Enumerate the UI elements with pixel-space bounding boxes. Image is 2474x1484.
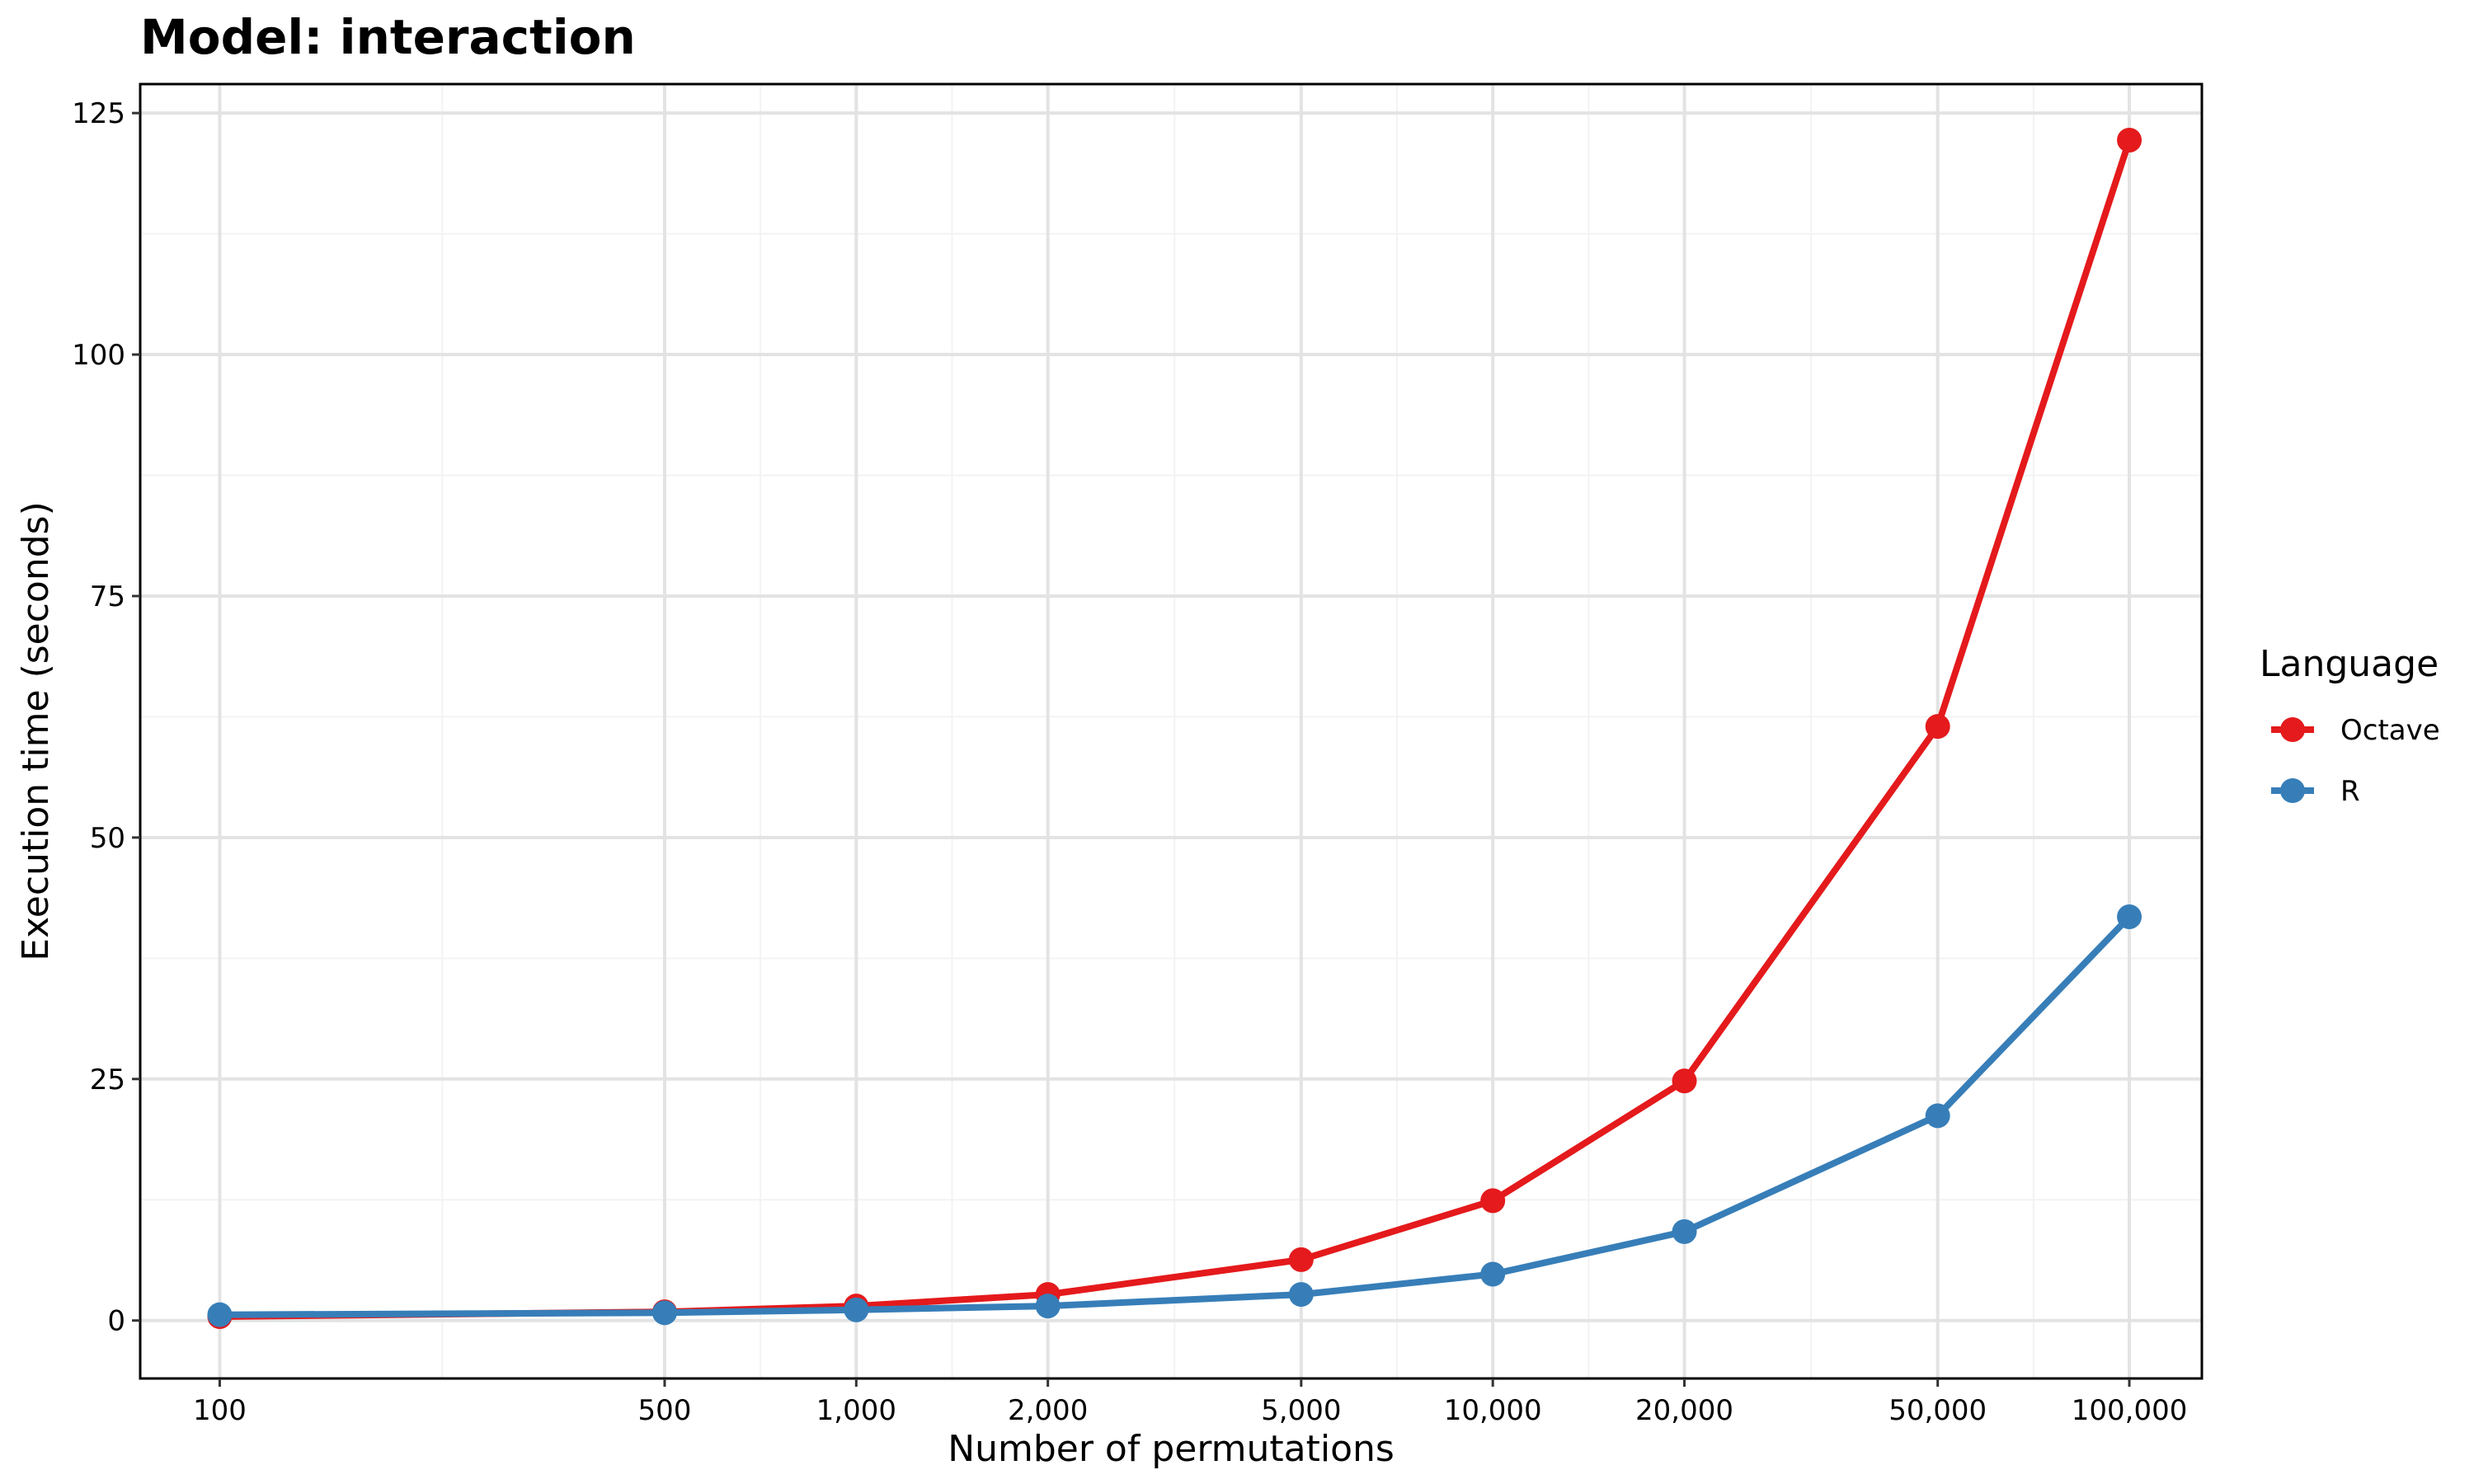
legend: Language Octave R [2260,643,2440,808]
series-layer [207,127,2142,1330]
data-point-r [844,1297,869,1322]
data-point-r [1288,1282,1314,1308]
y-tick-label: 75 [90,580,125,613]
y-tick-label: 100 [72,339,125,372]
y-axis-title: Execution time (seconds) [15,501,57,960]
y-tick-label: 0 [107,1305,125,1338]
x-tick-label: 20,000 [1635,1394,1733,1427]
y-tick-label: 125 [72,97,125,130]
x-tick-label: 100,000 [2072,1394,2188,1427]
data-point-r [1925,1103,1950,1129]
data-point-octave [1480,1188,1506,1214]
x-tick-label: 5,000 [1261,1394,1341,1427]
data-point-r [207,1302,233,1327]
legend-key-point [2280,717,2305,742]
major-gridlines [140,84,2202,1378]
y-axis: 0 25 50 75 100 125 [72,97,140,1338]
y-tick-label: 50 [90,822,125,855]
legend-key-point [2280,778,2305,803]
data-point-octave [1672,1068,1697,1094]
legend-label: Octave [2340,714,2440,747]
chart-title: Model: interaction [140,9,636,65]
x-axis-title: Number of permutations [948,1428,1395,1470]
data-point-r [1480,1261,1506,1287]
data-point-r [651,1300,677,1326]
x-axis: 100 500 1,000 2,000 5,000 10,000 20,000 50,000 1… [193,1378,2187,1427]
x-tick-label: 50,000 [1888,1394,1987,1427]
legend-item-octave: Octave [2271,714,2440,747]
data-point-r [1035,1294,1061,1319]
x-tick-label: 500 [637,1394,691,1427]
x-tick-label: 1,000 [816,1394,896,1427]
legend-item-r: R [2271,775,2360,808]
x-tick-label: 100 [193,1394,247,1427]
x-tick-label: 10,000 [1444,1394,1542,1427]
y-tick-label: 25 [90,1064,125,1097]
legend-label: R [2340,775,2360,808]
data-point-r [1672,1219,1697,1244]
plot-panel-border [139,82,2204,1380]
legend-title: Language [2260,643,2439,685]
data-point-octave [2117,127,2142,153]
data-point-octave [1288,1247,1314,1272]
minor-gridlines [140,84,2202,1378]
data-point-octave [1925,714,1950,740]
x-tick-label: 2,000 [1008,1394,1088,1427]
data-point-r [2117,904,2142,929]
